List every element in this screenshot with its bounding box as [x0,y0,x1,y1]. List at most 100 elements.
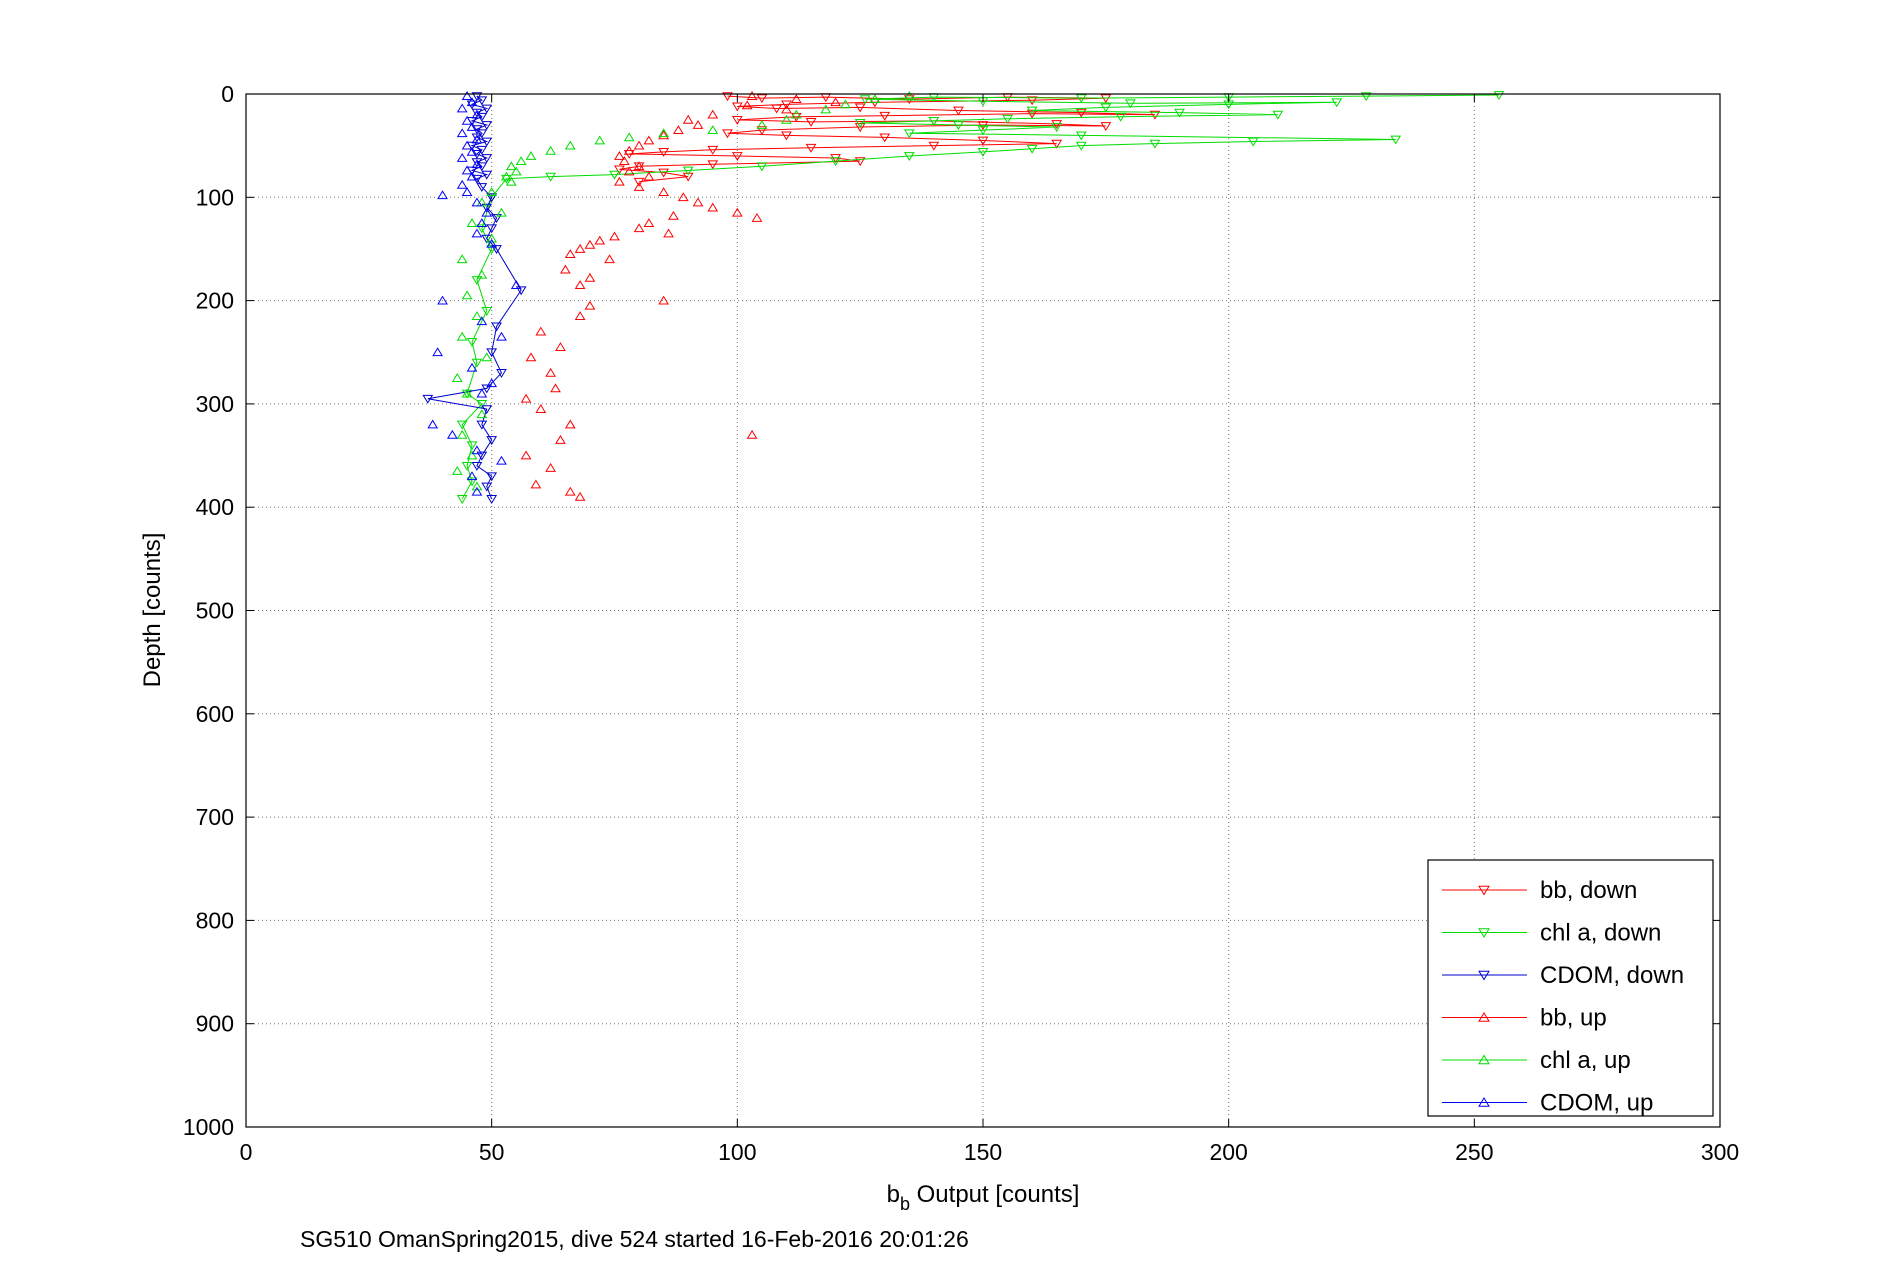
series-2 [422,92,527,504]
data-point [1026,96,1038,106]
data-point [1075,141,1087,151]
data-point [604,254,615,264]
data-point [481,121,493,131]
data-point [854,103,866,113]
data-point [456,179,468,189]
data-point [471,358,483,368]
data-point [594,235,606,245]
legend-item: bb, down [1442,877,1637,904]
data-point [520,450,532,460]
data-point [471,174,483,184]
data-point [1100,103,1112,113]
data-point [461,187,473,197]
data-point [830,157,841,167]
data-point [491,245,502,254]
data-point [805,118,817,127]
data-point [658,168,670,178]
data-point [731,102,743,112]
data-point [756,126,768,136]
data-point [505,161,517,171]
data-point [451,373,463,382]
y-tick-label: 500 [196,598,234,624]
data-point [471,462,483,471]
data-point [555,342,566,351]
data-point [781,100,792,110]
legend-item: chl a, down [1442,920,1661,947]
data-point [461,462,473,471]
data-point [751,212,763,222]
data-point [1390,135,1402,145]
legend-label: chl a, down [1540,920,1661,947]
legend-label: chl a, up [1540,1047,1631,1074]
data-point [422,394,434,404]
data-point [481,405,493,415]
data-point [564,486,576,496]
data-point [446,429,458,439]
data-point [672,125,684,135]
data-point [481,352,493,362]
data-point [731,207,743,217]
data-point [456,331,468,341]
data-point [471,481,483,491]
data-point [584,300,596,310]
data-point [476,420,488,430]
data-point [471,311,483,320]
data-point [903,129,915,139]
data-point [633,161,645,171]
data-point [614,150,625,160]
data-point [466,477,478,487]
legend-label: bb, down [1540,877,1637,904]
data-point [481,307,493,316]
data-point [805,143,817,153]
x-tick-label: 100 [718,1139,756,1165]
data-point [658,187,670,197]
data-point [658,147,670,157]
data-point [437,190,448,200]
x-axis-label-main: b [887,1181,900,1208]
data-point [623,132,635,142]
data-point [481,170,493,180]
data-point [545,367,557,377]
data-point [471,197,483,207]
data-point [466,450,478,460]
data-point [1051,139,1063,149]
y-tick-label: 600 [196,701,234,727]
data-point [466,122,478,131]
data-point [707,202,719,212]
data-point [977,147,989,157]
data-point [633,181,645,191]
data-point [466,362,478,372]
y-tick-label: 900 [196,1011,234,1037]
data-point [594,135,606,145]
data-point [663,228,674,238]
data-point [977,136,989,146]
data-point [451,466,463,475]
data-point [476,218,488,227]
data-point [1075,94,1087,104]
x-tick-label: 0 [240,1139,253,1165]
data-point [1051,123,1063,133]
data-point [1026,144,1038,154]
data-point [1125,99,1136,109]
data-point [466,171,478,181]
data-point [854,123,866,133]
data-point [545,462,557,472]
data-point [1026,106,1038,116]
data-point [564,140,576,150]
legend-marker [1478,1012,1490,1022]
data-point [476,269,488,279]
data-point [481,482,493,492]
data-point [854,157,866,167]
data-point [1174,108,1185,118]
data-point [486,495,498,504]
legend-marker [1478,970,1490,981]
data-point [461,91,473,100]
data-point [515,156,527,166]
data-point [505,176,517,186]
x-tick-label: 50 [479,1139,505,1165]
data-point [618,156,630,166]
x-tick-label: 300 [1701,1139,1739,1165]
data-point [977,126,989,136]
data-point [746,91,758,100]
